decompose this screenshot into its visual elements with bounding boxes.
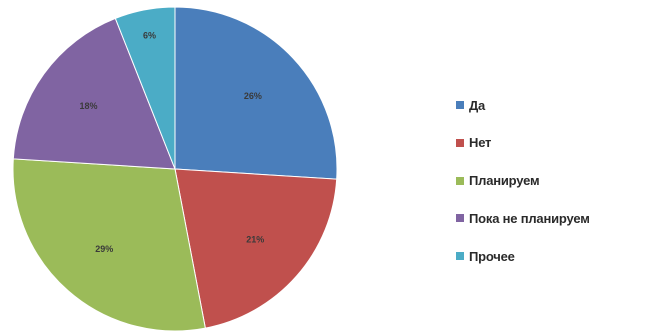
pie-slice-planning <box>12 158 206 332</box>
legend-swatch-yes <box>456 101 464 109</box>
pie-slice-label-planning: 29% <box>95 244 113 254</box>
legend-item-yes: Да <box>456 95 648 115</box>
legend-label-yes: Да <box>469 97 486 113</box>
legend-item-other: Прочее <box>456 246 648 266</box>
legend-swatch-no <box>456 138 464 147</box>
pie-slice-label-yes: 26% <box>244 91 262 101</box>
pie-slice-label-no: 21% <box>246 235 264 245</box>
pie-slice-no <box>174 168 338 329</box>
pie-slices <box>12 6 338 332</box>
legend-swatch-planning <box>456 176 464 185</box>
legend-item-no: Нет <box>456 133 648 153</box>
legend-item-not-yet-planning: Пока не планируем <box>456 208 648 228</box>
legend: Да Нет Планируем Пока не планируем Проче… <box>456 95 648 284</box>
legend-swatch-not-yet-planning <box>456 214 464 223</box>
legend-item-planning: Планируем <box>456 171 648 191</box>
pie-slice-label-not-yet-planning: 18% <box>79 101 97 111</box>
pie-slice-label-other: 6% <box>143 30 156 40</box>
pie-slice-yes <box>174 6 338 180</box>
legend-label-not-yet-planning: Пока не планируем <box>469 210 590 226</box>
pie-slice-labels: 26% 21% 29% 18% 6% <box>79 30 264 254</box>
legend-label-no: Нет <box>469 135 492 151</box>
legend-label-other: Прочее <box>469 248 515 264</box>
pie-slice-other <box>114 6 176 170</box>
legend-swatch-other <box>456 252 464 261</box>
legend-label-planning: Планируем <box>469 173 540 189</box>
pie-slice-not-yet-planning <box>12 17 176 170</box>
